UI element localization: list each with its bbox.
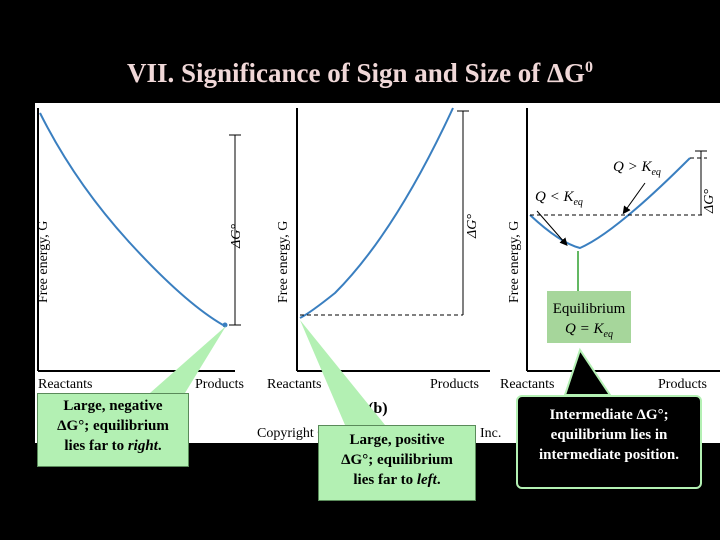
panel-b-products-label: Products xyxy=(430,377,479,392)
panel-c-curve xyxy=(529,157,691,250)
panel-a-curve xyxy=(39,112,224,326)
right-callout: Intermediate ΔG°; equilibrium lies in in… xyxy=(516,395,702,489)
panel-c-arrow-right xyxy=(622,182,646,215)
panel-b-reactants-label: Reactants xyxy=(267,377,321,392)
panel-b-y-label: Free energy, G xyxy=(276,221,291,303)
left-callout: Large, negative ΔG°; equilibrium lies fa… xyxy=(37,393,189,467)
equilibrium-box xyxy=(547,291,631,343)
panel-a-products-label: Products xyxy=(195,377,244,392)
slide-title: VII. Significance of Sign and Size of ΔG… xyxy=(127,58,593,88)
copyright-right: Inc. xyxy=(480,426,501,441)
free-energy-figure: Free energy, G ΔG° Reactants Products Fr… xyxy=(35,103,720,443)
equilibrium-box-line2: Q = Keq xyxy=(565,321,613,340)
panel-a-reactants-label: Reactants xyxy=(38,377,92,392)
panel-c-reactants-label: Reactants xyxy=(500,377,554,392)
middle-callout: Large, positive ΔG°; equilibrium lies fa… xyxy=(318,425,476,501)
panel-c-arrow-left xyxy=(536,210,568,247)
panel-b-curve xyxy=(299,107,454,319)
free-energy-diagram: Free energy, G ΔG° Reactants Products Fr… xyxy=(36,107,720,441)
panel-b-tag: (b) xyxy=(368,400,388,417)
copyright-left: Copyright © xyxy=(257,426,328,441)
panel-c-y-label: Free energy, G xyxy=(507,221,522,303)
panel-c: Free energy, G ΔG° Q < Keq Q > Keq Equil… xyxy=(500,108,720,392)
panel-a: Free energy, G ΔG° Reactants Products xyxy=(36,108,244,392)
panel-c-products-label: Products xyxy=(658,377,707,392)
panel-a-y-label: Free energy, G xyxy=(36,221,51,303)
panel-c-q-less-label: Q < Keq xyxy=(535,189,583,208)
panel-b: Free energy, G ΔG° Reactants Products (b… xyxy=(267,107,490,417)
panel-a-dg-label: ΔG° xyxy=(229,224,244,249)
panel-b-dg-label: ΔG° xyxy=(465,214,480,239)
panel-c-dg-label: ΔG° xyxy=(702,189,717,214)
panel-c-q-more-label: Q > Keq xyxy=(613,159,661,178)
panel-a-minimum-point xyxy=(222,322,228,328)
equilibrium-box-line1: Equilibrium xyxy=(553,301,626,317)
